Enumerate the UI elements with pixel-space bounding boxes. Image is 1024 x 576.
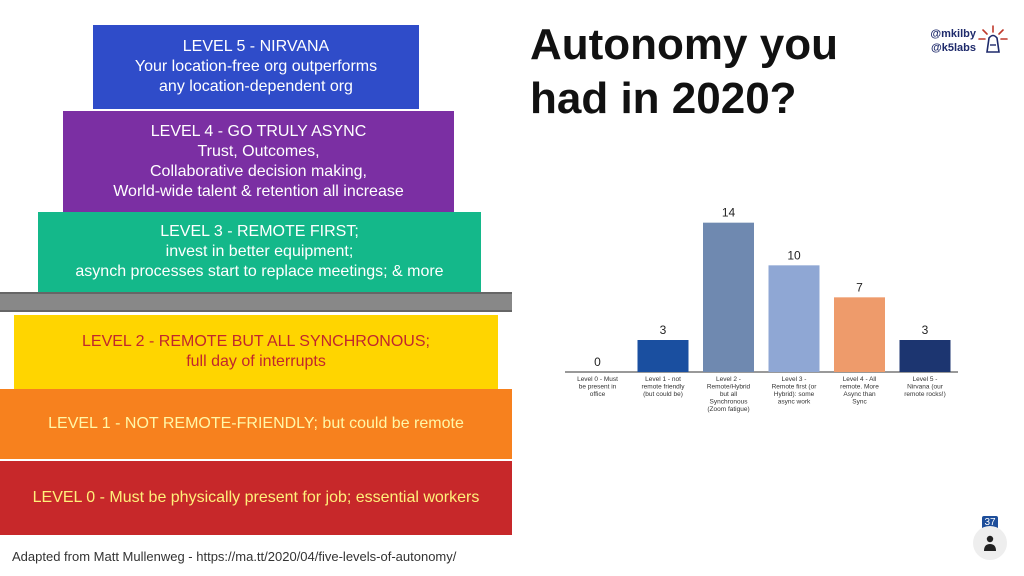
value-label-2: 14: [722, 206, 736, 220]
level-5-line-3: any location-dependent org: [159, 78, 353, 95]
level-2-line-1: LEVEL 2 - REMOTE BUT ALL SYNCHRONOUS;: [82, 333, 430, 350]
participant-button[interactable]: [973, 526, 1007, 560]
value-label-3: 10: [787, 248, 801, 262]
bar-3: [768, 265, 820, 372]
value-label-0: 0: [594, 355, 601, 369]
value-label-1: 3: [660, 323, 667, 337]
bar-2: [703, 222, 754, 372]
level-0-line-1: LEVEL 0 - Must be physically present for…: [32, 489, 480, 506]
slide-title: Autonomy you had in 2020?: [530, 18, 838, 126]
category-label-0: Level 0 - Must be present in office: [577, 376, 618, 398]
bar-5: [899, 340, 951, 372]
level-5-line-2: Your location-free org outperforms: [134, 58, 378, 75]
level-3-line-1: LEVEL 3 - REMOTE FIRST;: [160, 223, 359, 240]
level-4-line-3: Collaborative decision making,: [150, 162, 367, 180]
category-label-5: Level 5 -Nirvana (our remote rocks!): [904, 376, 946, 398]
level-5-line-1: LEVEL 5 - NIRVANA: [182, 38, 330, 55]
level-0-block: LEVEL 0 - Must be physically present for…: [0, 461, 512, 535]
title-line-1: Autonomy you: [530, 20, 838, 69]
level-2-block: LEVEL 2 - REMOTE BUT ALL SYNCHRONOUS; fu…: [14, 315, 498, 389]
category-label-1: Level 1 - not remote friendly (but could b…: [642, 376, 686, 398]
level-4-line-4: World-wide talent & retention all increa…: [113, 182, 404, 200]
bar-4: [834, 297, 885, 372]
k5labs-logo-icon: [978, 25, 1008, 53]
level-4-line-1: LEVEL 4 - GO TRULY ASYNC: [150, 122, 367, 140]
category-label-3: Level 3 -Remote first (or Hybrid): some as…: [772, 376, 818, 406]
level-3-block: LEVEL 3 - REMOTE FIRST; invest in better…: [38, 212, 481, 292]
category-label-4: Level 4 - All remote. More Async than Sync: [840, 376, 879, 406]
level-4-block: LEVEL 4 - GO TRULY ASYNC Trust, Outcomes…: [63, 111, 454, 212]
level-5-block: LEVEL 5 - NIRVANA Your location-free org…: [93, 25, 419, 109]
value-label-4: 7: [856, 280, 863, 294]
category-label-2: Level 2 -Remote/Hybrid but all Synchronous…: [707, 376, 751, 413]
bar-1: [637, 340, 689, 372]
title-line-2: had in 2020?: [530, 74, 797, 123]
handle-k5labs: @k5labs: [931, 42, 976, 54]
value-label-5: 3: [922, 323, 929, 337]
level-4-line-2: Trust, Outcomes,: [197, 142, 320, 160]
author-handles: @mkilby @k5labs: [930, 27, 976, 55]
source-footnote: Adapted from Matt Mullenweg - https://ma…: [12, 549, 457, 564]
handle-mkilby: @mkilby: [930, 28, 976, 40]
level-1-line-1: LEVEL 1 - NOT REMOTE-FRIENDLY; but could…: [48, 415, 464, 432]
level-3-line-2: invest in better equipment;: [165, 243, 354, 260]
pyramid-divider: [0, 292, 512, 312]
person-icon: [984, 535, 996, 551]
level-3-line-3: asynch processes start to replace meetin…: [75, 263, 444, 280]
level-2-line-2: full day of interrupts: [186, 353, 326, 370]
autonomy-bar-chart: 0 Level 0 - Must be present in office 3 Level…: [565, 206, 958, 413]
level-1-block: LEVEL 1 - NOT REMOTE-FRIENDLY; but could…: [0, 389, 512, 459]
